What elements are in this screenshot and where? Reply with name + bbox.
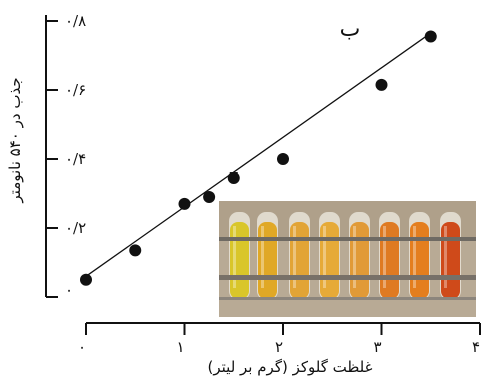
x-tick-label: ۴ (472, 338, 480, 356)
rack-bar-bottom (219, 275, 476, 280)
y-axis-title: جذب در ۵۴۰ نانومتر (6, 77, 24, 203)
x-axis-title: غلظت گلوکز (گرم بر لیتر) (208, 358, 373, 376)
data-point (424, 30, 437, 43)
tube-highlight (444, 226, 447, 288)
tube-highlight (383, 226, 386, 288)
y-tick-label: ۰ (65, 281, 73, 299)
tube-liquid (258, 222, 277, 299)
tube-highlight (323, 226, 326, 288)
y-tick-label: ۰/۶ (65, 81, 86, 99)
fit-line (85, 32, 432, 277)
data-point (80, 273, 92, 286)
data-point (277, 153, 289, 165)
tube-highlight (413, 226, 416, 288)
x-tick-label: ۲ (275, 338, 283, 356)
data-point (203, 190, 216, 203)
data-point (227, 171, 240, 184)
test-tubes-photo (219, 201, 476, 317)
tube-highlight (353, 226, 356, 288)
tube-liquid (320, 222, 339, 299)
tube-liquid (230, 222, 249, 299)
tube-liquid (380, 222, 399, 299)
tube-highlight (293, 226, 296, 288)
rack-base (219, 297, 476, 300)
tube-liquid (290, 222, 309, 299)
y-tick-label: ۰/۴ (65, 150, 86, 168)
x-tick-label: ۳ (373, 338, 381, 356)
panel-label: ب (340, 17, 361, 42)
data-marks (80, 30, 437, 286)
y-tick-label: ۰/۸ (65, 12, 86, 30)
tube-liquid (441, 222, 460, 299)
rack-bar-top (219, 237, 476, 241)
tube-liquid (350, 222, 369, 299)
data-point (129, 244, 142, 257)
y-tick-label: ۰/۲ (65, 219, 86, 237)
tube-highlight (261, 226, 264, 288)
x-tick-label: ۰ (78, 338, 86, 356)
tube-liquid (410, 222, 429, 299)
x-tick-label: ۱ (176, 338, 184, 356)
ticks: ۰ ۰/۲ ۰/۴ ۰/۶ ۰/۸ ۰ ۱ ۲ ۳ ۴ (46, 12, 481, 356)
data-point (375, 78, 388, 91)
tube-highlight (233, 226, 236, 288)
data-point (178, 197, 191, 210)
